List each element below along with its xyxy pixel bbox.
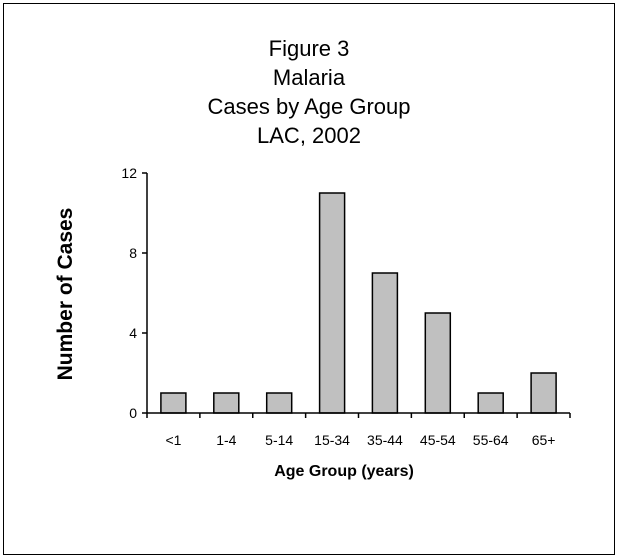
x-tick-label: 55-64 bbox=[473, 432, 509, 448]
x-tick-label: 1-4 bbox=[216, 432, 236, 448]
bar-15-34 bbox=[318, 192, 346, 414]
chart-title-line-2: Malaria bbox=[272, 65, 346, 90]
chart-frame: Figure 3 Malaria Cases by Age Group LAC,… bbox=[3, 3, 615, 555]
x-tick-label: 15-34 bbox=[314, 432, 350, 448]
y-ticks-group: 0 4 8 12 bbox=[121, 165, 147, 421]
bar-<1 bbox=[160, 392, 187, 414]
bar-5-14 bbox=[265, 392, 293, 414]
x-tick-label: 45-54 bbox=[420, 432, 456, 448]
bar-35-44 bbox=[371, 272, 399, 414]
x-tick-label: 5-14 bbox=[265, 432, 293, 448]
y-axis-title: Number of Cases bbox=[54, 208, 77, 381]
chart-title-line-3: Cases by Age Group bbox=[207, 94, 411, 119]
bar-55-64 bbox=[477, 392, 504, 414]
x-axis-title: Age Group (years) bbox=[274, 463, 414, 480]
bar-65+ bbox=[530, 372, 557, 414]
chart-title-line-1: Figure 3 bbox=[268, 36, 350, 61]
x-ticks-group: <1 1-4 5-14 15-34 35-44 45-54 55-64 65+ bbox=[146, 413, 571, 448]
chart-title-line-4: LAC, 2002 bbox=[257, 123, 361, 148]
y-tick-label: 0 bbox=[129, 405, 137, 421]
chart-title: Figure 3 Malaria Cases by Age Group LAC,… bbox=[4, 34, 614, 150]
y-tick-label: 4 bbox=[129, 325, 137, 341]
x-tick-label: 35-44 bbox=[367, 432, 403, 448]
axes-group bbox=[146, 173, 570, 414]
x-tick-label: <1 bbox=[165, 432, 181, 448]
y-tick-label: 12 bbox=[121, 165, 137, 181]
x-tick-label: 65+ bbox=[532, 432, 556, 448]
bars-group bbox=[160, 192, 557, 414]
y-tick-label: 8 bbox=[129, 245, 137, 261]
bar-45-54 bbox=[424, 312, 452, 414]
bar-1-4 bbox=[213, 392, 240, 414]
